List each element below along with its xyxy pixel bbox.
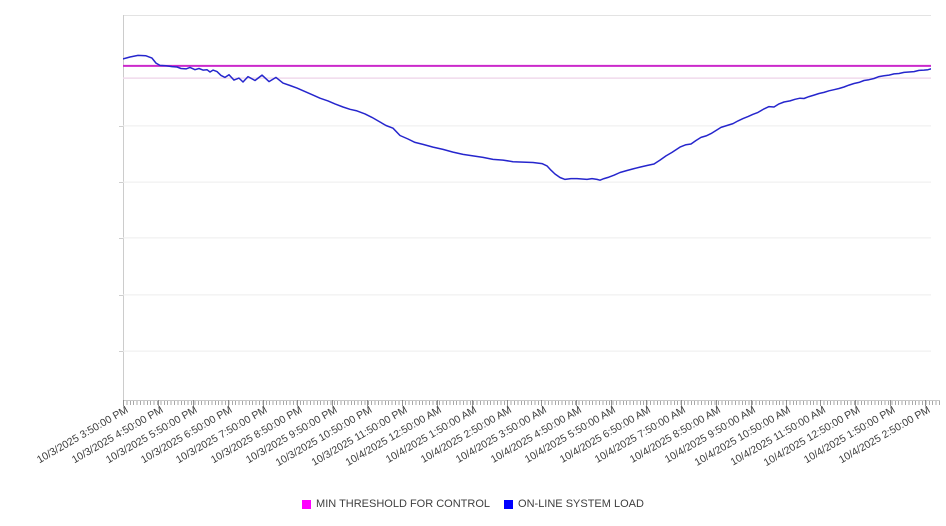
legend-label: MIN THRESHOLD FOR CONTROL <box>316 498 491 510</box>
legend-label: ON-LINE SYSTEM LOAD <box>518 498 644 510</box>
y-axis-tick <box>119 237 123 239</box>
x-axis-hour-tick <box>227 400 229 406</box>
x-axis-hour-tick <box>820 400 822 406</box>
legend-swatch-icon <box>504 499 514 509</box>
x-axis-hour-tick <box>785 400 787 406</box>
y-axis-line <box>123 15 124 400</box>
load-series-line <box>123 54 931 181</box>
x-axis-hour-tick <box>402 400 403 406</box>
plot-top-border <box>123 15 931 16</box>
x-axis-hour-tick <box>332 400 334 406</box>
x-axis-hour-tick <box>750 400 752 406</box>
x-axis-hour-tick <box>436 400 438 406</box>
series-canvas <box>123 54 931 352</box>
x-axis-hour-tick <box>541 400 543 406</box>
x-axis-hour-tick <box>123 400 124 406</box>
x-axis-hour-tick <box>192 400 194 406</box>
x-axis-minor-ticks <box>123 401 940 405</box>
legend: MIN THRESHOLD FOR CONTROL ON-LINE SYSTEM … <box>0 498 946 510</box>
x-axis-hour-tick <box>506 400 508 406</box>
x-axis-hour-tick <box>855 400 857 406</box>
y-axis-tick <box>119 351 123 353</box>
x-axis-hour-tick <box>646 400 647 406</box>
y-axis-tick <box>119 182 123 184</box>
legend-item-on-line-system-load[interactable]: ON-LINE SYSTEM LOAD <box>504 498 644 510</box>
legend-swatch-icon <box>302 499 312 509</box>
x-axis-line <box>123 400 940 401</box>
x-axis-hour-tick <box>471 400 473 406</box>
x-axis-hour-tick <box>715 400 717 406</box>
x-axis-hour-tick <box>262 400 264 406</box>
y-axis-tick <box>119 294 123 296</box>
x-axis-hour-tick <box>157 400 159 406</box>
plot-area <box>123 15 931 400</box>
legend-item-min-threshold-for-control[interactable]: MIN THRESHOLD FOR CONTROL <box>302 498 490 510</box>
x-axis-hour-tick <box>576 400 578 406</box>
x-axis-hour-tick <box>297 400 299 406</box>
x-axis-hour-tick <box>680 400 682 406</box>
y-axis-tick <box>119 125 123 127</box>
x-axis-hour-tick <box>611 400 613 406</box>
x-axis-hour-tick <box>925 400 926 406</box>
x-axis-hour-tick <box>890 400 892 406</box>
x-axis-hour-tick <box>367 400 369 406</box>
